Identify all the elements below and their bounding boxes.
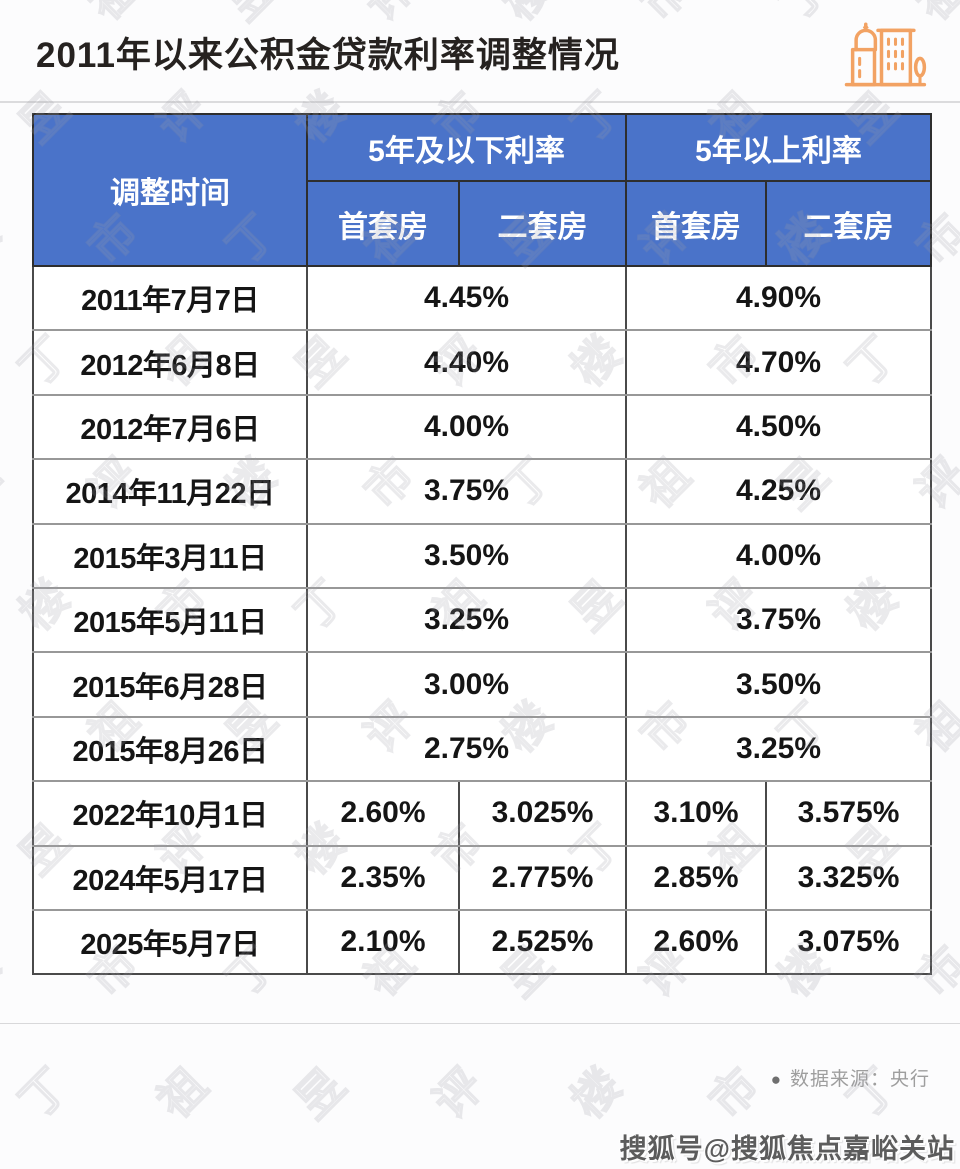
table-row: 2014年11月22日 3.75% 4.25% [32, 458, 932, 525]
watermark-character: 楼 [0, 204, 11, 275]
table-row: 2015年3月11日 3.50% 4.00% [32, 522, 932, 589]
rate-value-cell: 4.45% [306, 264, 627, 332]
footer-divider [0, 1023, 960, 1024]
col-header-over5-rate: 5年以上利率 [625, 113, 932, 182]
rate-value-cell: 3.575% [765, 780, 932, 847]
rate-value-cell: 2.775% [458, 844, 627, 911]
rate-value-cell: 3.25% [306, 586, 627, 654]
rate-value-cell: 4.40% [306, 329, 627, 396]
rates-table: 调整时间 5年及以下利率 5年以上利率 首套房 二套房 首套房 二套房 2011… [32, 113, 932, 976]
table-row: 2022年10月1日 2.60% 3.025% 3.10% 3.575% [32, 780, 932, 847]
watermark-character: 昱 [0, 448, 11, 519]
rate-value-cell: 2.60% [306, 780, 460, 847]
watermark-character: 丁 [0, 0, 13, 33]
watermark-character: 丁 [0, 692, 11, 763]
adjust-date-cell: 2012年6月8日 [32, 329, 308, 396]
rate-value-cell: 3.75% [306, 458, 627, 525]
rate-value-cell: 4.50% [625, 393, 932, 461]
col-header-under5-first-home: 首套房 [306, 180, 460, 267]
col-header-over5-second-home: 二套房 [765, 180, 932, 267]
table-row: 2015年6月28日 3.00% 3.50% [32, 651, 932, 718]
rate-value-cell: 3.75% [625, 586, 932, 654]
rate-value-cell: 2.75% [306, 715, 627, 783]
rate-value-cell: 2.85% [625, 844, 767, 911]
adjust-date-cell: 2025年5月7日 [32, 908, 308, 976]
table-row: 2012年6月8日 4.40% 4.70% [32, 329, 932, 396]
adjust-date-cell: 2022年10月1日 [32, 780, 308, 847]
rate-value-cell: 3.50% [306, 522, 627, 589]
adjust-date-cell: 2015年6月28日 [32, 651, 308, 718]
data-source-note: ● 数据来源：央行 [771, 1064, 930, 1091]
col-header-under5-rate: 5年及以下利率 [306, 113, 627, 182]
table-row: 2024年5月17日 2.35% 2.775% 2.85% 3.325% [32, 844, 932, 911]
rate-value-cell: 3.50% [625, 651, 932, 718]
watermark-character: 楼 [561, 1058, 632, 1129]
watermark-character: 丁 [9, 1058, 80, 1129]
table-row: 2015年8月26日 2.75% 3.25% [32, 715, 932, 783]
rate-value-cell: 4.00% [306, 393, 627, 461]
rate-value-cell: 3.25% [625, 715, 932, 783]
dot-icon: ● [770, 1070, 782, 1089]
adjust-date-cell: 2014年11月22日 [32, 458, 308, 525]
table-row: 2011年7月7日 4.45% 4.90% [32, 264, 932, 332]
table-header-group-row: 调整时间 5年及以下利率 5年以上利率 [32, 113, 932, 267]
table-header-sub-row: 首套房 二套房 首套房 二套房 [33, 180, 932, 267]
watermark-character: 楼 [0, 936, 11, 1007]
adjust-date-cell: 2015年5月11日 [32, 586, 308, 654]
table-row: 2025年5月7日 2.10% 2.525% 2.60% 3.075% [32, 908, 932, 976]
adjust-date-cell: 2011年7月7日 [32, 264, 308, 332]
watermark-character: 市 [623, 0, 702, 33]
adjust-date-cell: 2024年5月17日 [32, 844, 308, 911]
adjust-date-cell: 2015年3月11日 [32, 522, 308, 589]
col-header-adjust-time: 调整时间 [32, 113, 308, 267]
rate-value-cell: 3.025% [458, 780, 627, 847]
rate-value-cell: 2.60% [625, 908, 767, 976]
rate-value-cell: 3.325% [765, 844, 932, 911]
table-row: 2015年5月11日 3.25% 3.75% [32, 586, 932, 654]
adjust-date-cell: 2015年8月26日 [32, 715, 308, 783]
rate-value-cell: 4.70% [625, 329, 932, 396]
rate-value-cell: 4.25% [625, 458, 932, 525]
watermark-character: 丁 [761, 0, 840, 33]
rate-value-cell: 2.10% [306, 908, 460, 976]
city-buildings-icon [844, 22, 927, 87]
col-header-over5-first-home: 首套房 [625, 180, 767, 267]
rate-value-cell: 4.00% [625, 522, 932, 589]
col-header-under5-second-home: 二套房 [458, 180, 627, 267]
rate-value-cell: 2.35% [306, 844, 460, 911]
table-row: 2012年7月6日 4.00% 4.50% [32, 393, 932, 461]
page-title: 2011年以来公积金贷款利率调整情况 [36, 36, 620, 75]
rate-value-cell: 2.525% [458, 908, 627, 976]
watermark-character: 昱 [285, 1058, 356, 1129]
rate-value-cell: 3.00% [306, 651, 627, 718]
watermark-character: 市 [699, 1058, 770, 1129]
adjust-date-cell: 2012年7月6日 [32, 393, 308, 461]
data-source-label: 数据来源：央行 [789, 1069, 930, 1090]
watermark-character: 祖 [147, 1058, 218, 1129]
rate-value-cell: 4.90% [625, 264, 932, 332]
rate-value-cell: 3.075% [765, 908, 932, 976]
rate-value-cell: 3.10% [625, 780, 767, 847]
sohu-account-watermark: 搜狐号@搜狐焦点嘉峪关站 [619, 1134, 955, 1164]
watermark-character: 评 [423, 1058, 494, 1129]
title-divider [0, 101, 960, 103]
